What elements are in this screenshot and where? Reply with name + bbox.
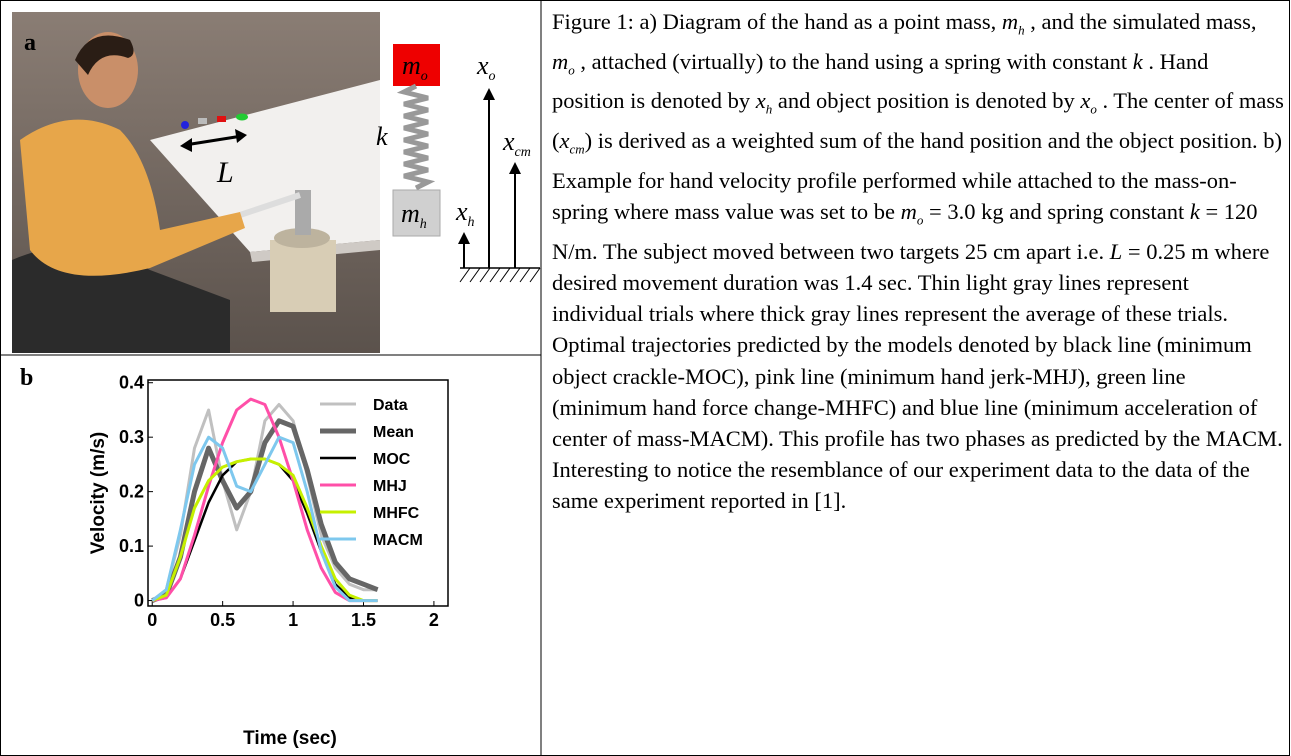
plot: 0 0.5 1 1.5 2 0 0.1 0.2 0.3 0.4 Data Mean MOC MHJ MHFC… [119,373,439,630]
spring-label: k [376,122,388,151]
panel-label: a [24,30,36,56]
series-line [151,435,378,603]
caption-text: and object position is denoted by [772,88,1081,114]
y-tick-label: 0.3 [119,427,144,447]
y-axis-title: Velocity (m/s) [88,432,109,555]
legend-label: MHFC [373,505,420,522]
math-sub: h [1018,22,1025,38]
caption-text: , and the simulated mass, [1024,9,1257,34]
caption-text: ) is derived as a weighted sum of the ha… [552,128,1283,225]
math-var: x [1080,88,1091,114]
series-line [151,403,378,602]
math-sub: o [568,62,575,78]
caption: Figure 1: a) Diagram of the hand as a po… [552,6,1284,517]
y-tick-label: 0.2 [119,482,144,502]
math: k [1133,49,1143,74]
math-sub: h [765,101,773,117]
series-line [151,457,378,603]
y-tick-label: 0.4 [119,373,144,393]
legend-label: MOC [373,451,411,468]
legend-label: MACM [373,532,423,549]
math-var: x [755,88,766,114]
series-line [151,397,378,603]
distance-label: L [216,156,234,189]
x-tick-label: 1.5 [351,610,376,630]
caption-text: Figure 1: a) Diagram of the hand as a po… [552,9,1002,34]
panel-label: b [20,365,33,391]
math: mh [1001,9,1025,38]
x-object-label: xo [476,51,496,84]
math-sub: o [1090,101,1097,117]
math: xo [1080,88,1097,117]
caption-text: . The center of mass ( [552,88,1284,154]
math-var: k [1132,48,1143,74]
math-var: m [900,199,917,225]
x-tick-label: 0 [147,610,157,630]
legend-label: MHJ [373,478,407,495]
scene-image [12,12,380,353]
caption-text: . Hand position is denoted by [552,48,1209,114]
math: xcm [559,128,585,157]
x-tick-label: 1 [288,610,298,630]
math-var: k [1189,199,1200,225]
series-line [151,418,379,603]
spring-diagram [392,44,541,283]
math: k [1190,199,1200,224]
caption-text: , attached (virtually) to the hand using… [574,48,1133,74]
math-var: x [559,128,570,154]
math: mo [552,48,575,78]
caption-text: = 120 N/m. The subject moved between two… [552,199,1258,264]
y-tick-label: 0 [134,591,144,611]
caption-text: = 0.25 m where desired movement duration… [552,238,1283,514]
mass-object-label: mo [402,51,428,84]
math: mo [900,199,924,228]
x-cm-label: xcm [502,127,531,160]
legend-label: Mean [373,424,414,441]
math-var: L [1109,238,1123,264]
legend-label: Data [373,397,408,414]
x-tick-label: 2 [429,610,439,630]
caption-text: = 3.0 kg and spring constant [923,199,1190,225]
x-tick-label: 0.5 [210,610,235,630]
mass-hand-label: mh [401,199,427,232]
math-var: m [1001,9,1019,34]
y-tick-label: 0.1 [119,536,144,556]
math-sub: o [916,212,924,228]
math: L [1110,239,1123,264]
x-axis-title: Time (sec) [243,728,337,749]
math-sub: cm [569,141,585,157]
plot-box [147,379,449,607]
x-hand-label: xh [455,197,475,230]
math-var: m [552,48,569,74]
math: xh [755,88,773,117]
